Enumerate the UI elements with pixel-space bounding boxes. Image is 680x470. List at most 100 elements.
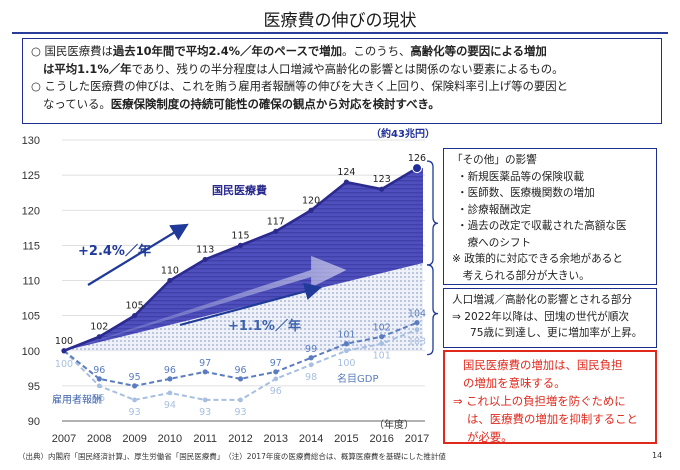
summary-line-3: ○ こうした医療費の伸びは、これを賄う雇用者報酬等の伸びを大きく上回り、保険料率…: [31, 79, 569, 93]
medical-cost-point: [202, 256, 208, 263]
aging-factors-box: 人口増減／高齢化の影響とされる部分 ⇒ 2022年以降は、団塊の世代が順次 75…: [443, 288, 657, 348]
employee-compensation-point: [414, 327, 420, 333]
series-name-nominal-gdp: 名目GDP: [337, 372, 378, 385]
medical-cost-label: 102: [90, 322, 108, 333]
nominal-gdp-point: [132, 383, 138, 389]
medical-cost-label: 110: [161, 266, 179, 277]
chart-labels: 90 95 100 105 110 115 120 125 130 2007 2008 2009 201…: [22, 128, 435, 445]
medical-cost-label: 124: [337, 167, 355, 178]
burden-text: 国民医療費の増加は、国民負担: [463, 358, 623, 372]
medical-cost-label: 115: [231, 230, 249, 241]
medical-cost-point: [273, 228, 279, 234]
employee-compensation-point: [167, 390, 173, 396]
medical-cost-point: [96, 334, 102, 340]
medical-cost-point: [379, 186, 385, 192]
other-factors-box: 「その他」の影響 ・新規医薬品等の保険収載 ・医師数、医療機関数の増加 ・診療報…: [443, 148, 657, 285]
y-tick-label: 100: [22, 346, 40, 358]
medical-cost-point: [343, 179, 349, 185]
summary-emphasis: 過去10年間で平均2.4%／年のペースで増加: [112, 44, 343, 58]
nominal-gdp-label: 95: [129, 372, 141, 383]
summary-line-1: ○ 国民医療費は過去10年間で平均2.4%／年のペースで増加。このうち、高齢化等…: [31, 43, 653, 61]
employee-compensation-point: [202, 397, 208, 403]
x-tick-label: 2010: [158, 433, 182, 445]
y-tick-label: 105: [22, 311, 40, 323]
nominal-gdp-label: 96: [93, 365, 105, 376]
y-tick-label: 90: [28, 416, 40, 428]
x-axis-label: （年度）: [374, 418, 414, 431]
x-tick-label: 2011: [193, 433, 217, 445]
trend-arrow-total: [87, 223, 189, 286]
medical-cost-label: 113: [196, 244, 214, 255]
brace-other: [426, 160, 439, 266]
summary-emphasis: 医療保険制度の持続可能性の確保の観点から対応を検討すべき。: [110, 96, 440, 111]
series-name-employee-compensation: 雇用者報酬: [52, 393, 102, 406]
y-tick-label: 125: [22, 170, 40, 182]
y-tick-label: 95: [28, 381, 40, 393]
nominal-gdp-label: 104: [408, 309, 426, 320]
nominal-gdp-label: 102: [373, 323, 391, 334]
page-title: 医療費の伸びの現状: [263, 11, 417, 31]
medical-cost-label: 120: [302, 195, 320, 206]
trend-band: [64, 255, 347, 351]
employee-compensation-point: [379, 341, 385, 347]
employee-compensation-label: 100: [337, 358, 355, 369]
nominal-gdp-label: 99: [305, 344, 317, 355]
brace-aging: [426, 264, 439, 356]
other-factors-note: ※ 政策的に対応できる余地があると: [452, 253, 623, 265]
medical-cost-label: 117: [267, 216, 285, 227]
nominal-gdp-label: 96: [164, 365, 176, 376]
series-name-medical-cost: 国民医療費: [212, 183, 267, 197]
burden-text: の増加を意味する。: [463, 376, 566, 390]
employee-compensation-point: [308, 362, 314, 368]
trend-label-aging: +1.1%／年: [228, 318, 301, 334]
x-tick-label: 2009: [122, 433, 146, 445]
nominal-gdp-point: [343, 341, 349, 347]
medical-cost-point: [61, 348, 67, 354]
x-tick-label: 2013: [264, 433, 288, 445]
burden-callout-box: 国民医療費の増加は、国民負担 の増加を意味する。 ⇒ これ以上の負担増を防ぐため…: [443, 350, 657, 444]
medical-cost-point: [237, 242, 244, 248]
y-tick-label: 115: [22, 240, 40, 252]
x-tick-label: 2007: [52, 433, 76, 445]
medical-cost-point: [308, 207, 314, 213]
aging-factors-text: ⇒ 2022年以降は、団塊の世代が順次: [452, 310, 629, 323]
medical-cost-chart: 90 95 100 105 110 115 120 125 130 2007 2008 2009 201…: [22, 128, 439, 445]
medical-cost-area: [64, 168, 423, 351]
total-amount-note: （約43兆円）: [371, 128, 435, 140]
x-tick-label: 2012: [228, 433, 252, 445]
other-factor-item: ・医師数、医療機関数の増加: [457, 187, 595, 199]
chart-marks: [61, 160, 439, 403]
nominal-gdp-point: [308, 355, 314, 361]
other-factor-item: ・診療報酬改定: [457, 203, 532, 216]
burden-text: は、医療費の増加を抑制すること: [467, 412, 638, 426]
summary-box: ○ 国民医療費は過去10年間で平均2.4%／年のペースで増加。このうち、高齢化等…: [22, 38, 662, 124]
medical-cost-point: [167, 277, 173, 284]
summary-text: ○ 国民医療費は: [31, 44, 113, 58]
employee-compensation-point: [96, 383, 102, 389]
nominal-gdp-point: [167, 376, 173, 382]
nominal-gdp-point: [202, 369, 208, 375]
y-tick-label: 110: [22, 276, 40, 288]
nominal-gdp-label: 97: [199, 358, 211, 369]
medical-cost-point: [412, 163, 422, 174]
nominal-gdp-point: [273, 369, 279, 375]
medical-cost-label: 100: [55, 336, 73, 347]
employee-compensation-label: 103: [408, 337, 426, 348]
employee-compensation-label: 93: [129, 407, 141, 418]
employee-compensation-label: 93: [234, 407, 246, 418]
summary-line-2: は平均1.1%／年であり、残りの半分程度は人口増減や高齢化の影響とは関係のない要…: [31, 61, 653, 79]
title-divider: [12, 32, 668, 34]
trend-arrow-aging: [179, 282, 323, 327]
nominal-gdp-point: [237, 376, 244, 382]
employee-compensation-label: 93: [199, 407, 211, 418]
nominal-gdp-label: 97: [270, 358, 282, 369]
summary-text: なっている。: [43, 96, 111, 111]
burden-text: ⇒ これ以上の負担増を防ぐために: [453, 394, 626, 408]
summary-emphasis: は平均1.1%／年: [43, 61, 132, 76]
x-tick-label: 2014: [299, 433, 323, 445]
medical-cost-label: 105: [126, 301, 144, 312]
x-tick-label: 2008: [87, 433, 111, 445]
aging-factors-title: 人口増減／高齢化の影響とされる部分: [452, 294, 633, 306]
burden-text: が必要。: [467, 430, 513, 444]
other-factors-title: 「その他」の影響: [452, 154, 537, 166]
